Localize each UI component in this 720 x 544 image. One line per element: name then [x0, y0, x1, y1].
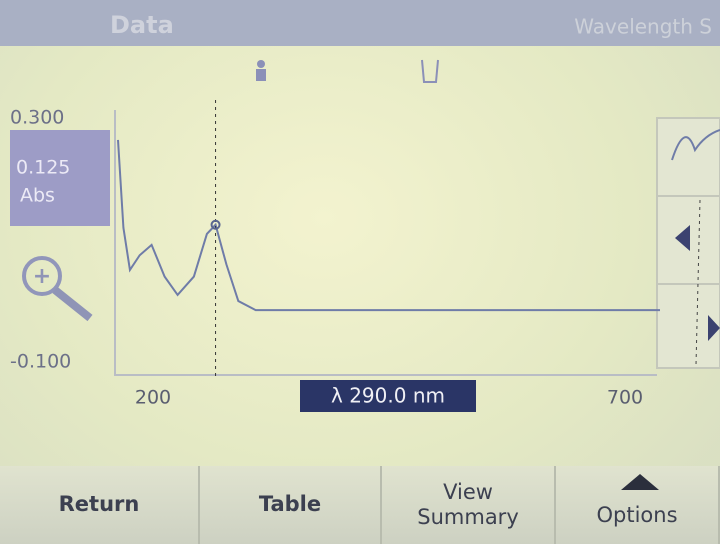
cuvette-icon — [421, 59, 439, 83]
header-title: Data — [110, 11, 174, 39]
cursor-label-box — [300, 380, 476, 412]
scroll-left[interactable] — [675, 225, 690, 251]
zoom-icon: + — [22, 256, 93, 322]
x-tick-label: 200 — [135, 387, 171, 409]
user-icon — [256, 60, 266, 81]
axes — [114, 110, 657, 376]
x-tick-label: 700 — [607, 387, 643, 409]
mini-curve — [671, 129, 720, 161]
options-arrow — [621, 474, 659, 490]
y-tick-label: 0.300 — [10, 107, 64, 129]
y-tick-label: -0.100 — [10, 351, 71, 373]
cursor-marker — [210, 219, 221, 230]
softkey-button[interactable]: Return — [0, 466, 200, 544]
cursor-unit: Abs — [20, 185, 55, 207]
spectrum-line — [117, 139, 660, 312]
softkey-button[interactable]: View Summary — [382, 466, 556, 544]
header-bar — [0, 0, 720, 46]
softkey-button[interactable]: Table — [200, 466, 382, 544]
cursor-value-box — [10, 130, 110, 226]
scroll-right[interactable] — [708, 315, 720, 341]
header-mode: Wavelength S — [574, 15, 712, 39]
cursor-x-label: λ 290.0 nm — [331, 384, 445, 408]
svg-text:+: + — [33, 264, 51, 289]
cursor-y-label: 0.125 — [16, 157, 70, 179]
